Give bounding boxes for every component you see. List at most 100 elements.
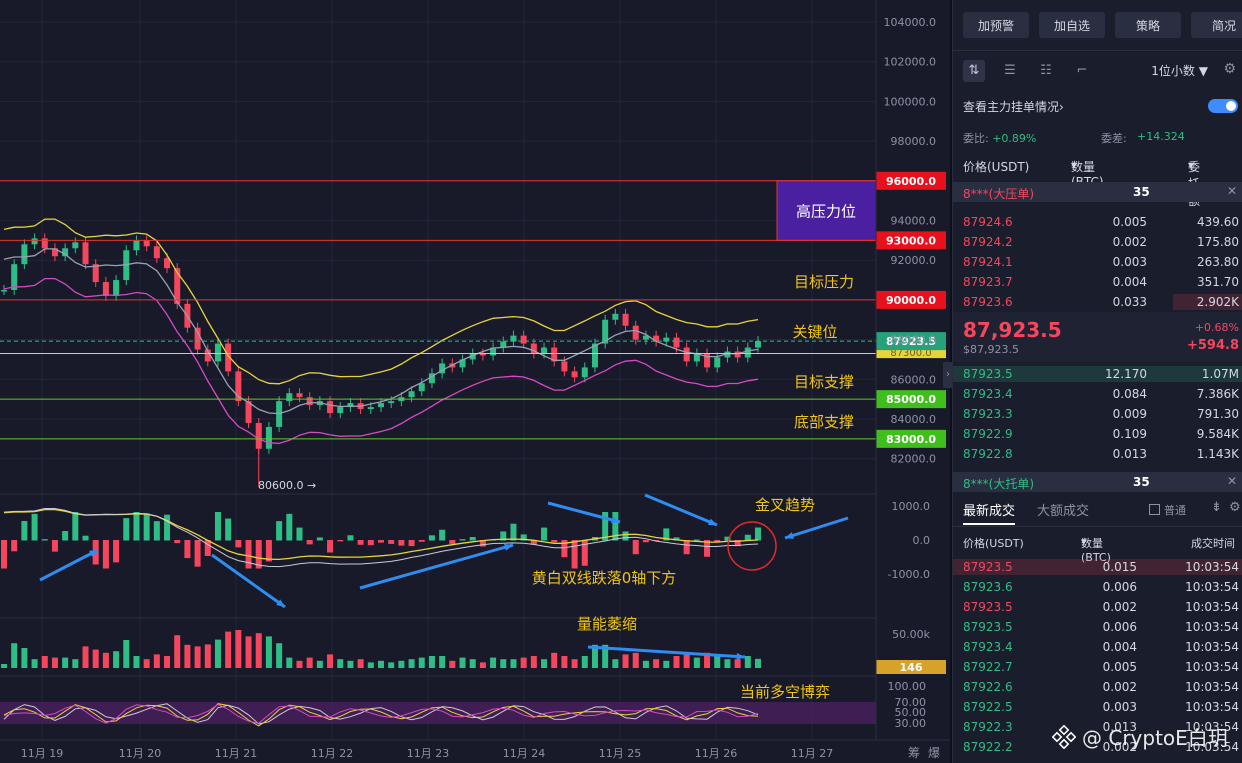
- macd-note-label: 黄白双线跌落0轴下方: [532, 569, 677, 587]
- volume-bar: [316, 660, 323, 668]
- trade-row[interactable]: 87923.4 0.004 10:03:54: [953, 637, 1242, 657]
- trend-arrow: [39, 548, 99, 582]
- close-icon[interactable]: ✕: [1226, 474, 1237, 488]
- candle: [479, 353, 486, 356]
- macd-bar: [571, 540, 578, 569]
- add-watchlist-button[interactable]: 加自选: [1039, 12, 1105, 38]
- qty-cell: 0.003: [1102, 700, 1137, 714]
- tab-latest-trades[interactable]: 最新成交: [963, 500, 1016, 525]
- bid-row[interactable]: 87923.3 0.009 791.30: [953, 404, 1242, 424]
- main-orders-toggle[interactable]: [1208, 99, 1238, 113]
- amount-cell: 175.80: [1197, 235, 1239, 249]
- trade-row[interactable]: 87923.5 0.002 10:03:54: [953, 597, 1242, 617]
- macd-bar: [357, 540, 364, 545]
- chevron-down-icon: ▾: [1081, 535, 1087, 548]
- gear-icon[interactable]: ⚙: [1229, 500, 1241, 515]
- candle: [693, 353, 700, 362]
- rsi-band: [0, 702, 876, 724]
- add-alert-button[interactable]: 加预警: [963, 12, 1029, 38]
- qty-cell: 0.002: [1102, 680, 1137, 694]
- ask-row[interactable]: 87924.1 0.003 263.80: [953, 252, 1242, 272]
- price-cell: 87923.5: [963, 620, 1013, 634]
- level-tag: [876, 290, 946, 309]
- volume-note-label: 量能萎缩: [577, 615, 637, 633]
- macd-bar: [286, 513, 293, 541]
- collapse-panel-icon[interactable]: ›: [943, 362, 953, 388]
- candle: [551, 347, 558, 362]
- orderbook-both-icon[interactable]: ⇅: [963, 60, 985, 82]
- macd-bar: [510, 523, 517, 541]
- orderbook-asks-icon[interactable]: ☷: [1040, 63, 1052, 78]
- macd-bar: [693, 539, 700, 541]
- price-cell: 87923.6: [963, 295, 1013, 309]
- bid-row[interactable]: 87922.9 0.109 9.584K: [953, 424, 1242, 444]
- candle: [561, 361, 568, 372]
- corner-label: 爆: [928, 746, 940, 760]
- volume-bar: [194, 646, 201, 668]
- overview-button[interactable]: 简况: [1191, 12, 1242, 38]
- trade-row[interactable]: 87923.5 0.006 10:03:54: [953, 617, 1242, 637]
- price-cell: 87923.4: [963, 640, 1013, 654]
- volume-tick-label: 50.00k: [892, 628, 930, 641]
- bid-row[interactable]: 87923.4 0.084 7.386K: [953, 384, 1242, 404]
- candle: [632, 325, 639, 340]
- separator: [953, 50, 1242, 51]
- trade-row[interactable]: 87922.7 0.005 10:03:54: [953, 657, 1242, 677]
- price-header: 价格(USDT): [963, 160, 1030, 174]
- trade-row[interactable]: 87923.5 0.015 10:03:54: [953, 557, 1242, 577]
- orderbook-bids-icon[interactable]: ☰: [1004, 63, 1016, 78]
- big-ask-order[interactable]: 8***(大压单) 35 ✕: [953, 182, 1242, 202]
- volume-bar: [337, 659, 344, 668]
- candle: [439, 363, 446, 374]
- candle: [683, 347, 690, 362]
- candle: [92, 264, 99, 283]
- macd-bar: [204, 540, 211, 556]
- candle: [214, 343, 221, 362]
- normal-checkbox[interactable]: 普通: [1149, 502, 1186, 518]
- decimal-select[interactable]: 1位小数 ▼: [1151, 62, 1208, 79]
- macd-bar: [255, 540, 262, 569]
- chart-area[interactable]: 高压力位 96000.0 93000.0 90000.0 85000.0 83000.0 8…: [0, 0, 950, 763]
- close-icon[interactable]: ✕: [1226, 184, 1237, 198]
- qty-cell: 0.015: [1102, 560, 1137, 574]
- trade-row[interactable]: 87922.5 0.003 10:03:54: [953, 697, 1242, 717]
- ask-row[interactable]: 87923.7 0.004 351.70: [953, 272, 1242, 292]
- change-percent: +0.68%: [1194, 321, 1239, 334]
- ask-row[interactable]: 87924.6 0.005 439.60: [953, 212, 1242, 232]
- strategy-button[interactable]: 策略: [1115, 12, 1181, 38]
- volume-bar: [520, 657, 527, 668]
- gear-icon[interactable]: ⚙: [1223, 61, 1236, 77]
- trade-row[interactable]: 87922.2 0.002 10:03:54: [953, 737, 1242, 757]
- ask-row[interactable]: 87924.2 0.002 175.80: [953, 232, 1242, 252]
- ask-row[interactable]: 87923.6 0.033 2.902K: [953, 292, 1242, 312]
- volume-bar: [235, 630, 242, 668]
- price-cell: 87923.5: [963, 560, 1013, 574]
- trade-row[interactable]: 87922.3 0.013 10:03:54: [953, 717, 1242, 737]
- bid-row[interactable]: 87923.5 12.170 1.07M: [953, 364, 1242, 384]
- macd-bar: [367, 540, 374, 546]
- volume-bar: [469, 659, 476, 668]
- volume-bar: [296, 660, 303, 668]
- macd-bar: [428, 535, 435, 541]
- macd-bar: [541, 527, 548, 541]
- orderbook-depth-icon[interactable]: ⌐: [1076, 63, 1088, 78]
- volume-bar: [265, 636, 272, 668]
- big-bid-order[interactable]: 8***(大托单) 35 ✕: [953, 472, 1242, 492]
- x-tick-label: 11月 23: [407, 747, 450, 760]
- volume-bar: [398, 660, 405, 668]
- bid-row[interactable]: 87922.8 0.013 1.143K: [953, 444, 1242, 464]
- volume-bar: [744, 656, 751, 668]
- macd-bar: [469, 537, 476, 541]
- macd-bar: [418, 540, 425, 542]
- candle: [72, 242, 79, 249]
- volume-bar: [11, 643, 18, 668]
- candle: [755, 341, 761, 348]
- price-chart[interactable]: 高压力位 96000.0 93000.0 90000.0 85000.0 83000.0 8…: [0, 0, 950, 763]
- volume-bar: [388, 662, 395, 668]
- tab-large-trades[interactable]: 大额成交: [1037, 504, 1090, 519]
- trade-row[interactable]: 87922.6 0.002 10:03:54: [953, 677, 1242, 697]
- trade-row[interactable]: 87923.6 0.006 10:03:54: [953, 577, 1242, 597]
- filter-icon[interactable]: ⇟: [1211, 500, 1222, 515]
- candle: [194, 327, 201, 350]
- trend-arrow-head: [708, 518, 717, 526]
